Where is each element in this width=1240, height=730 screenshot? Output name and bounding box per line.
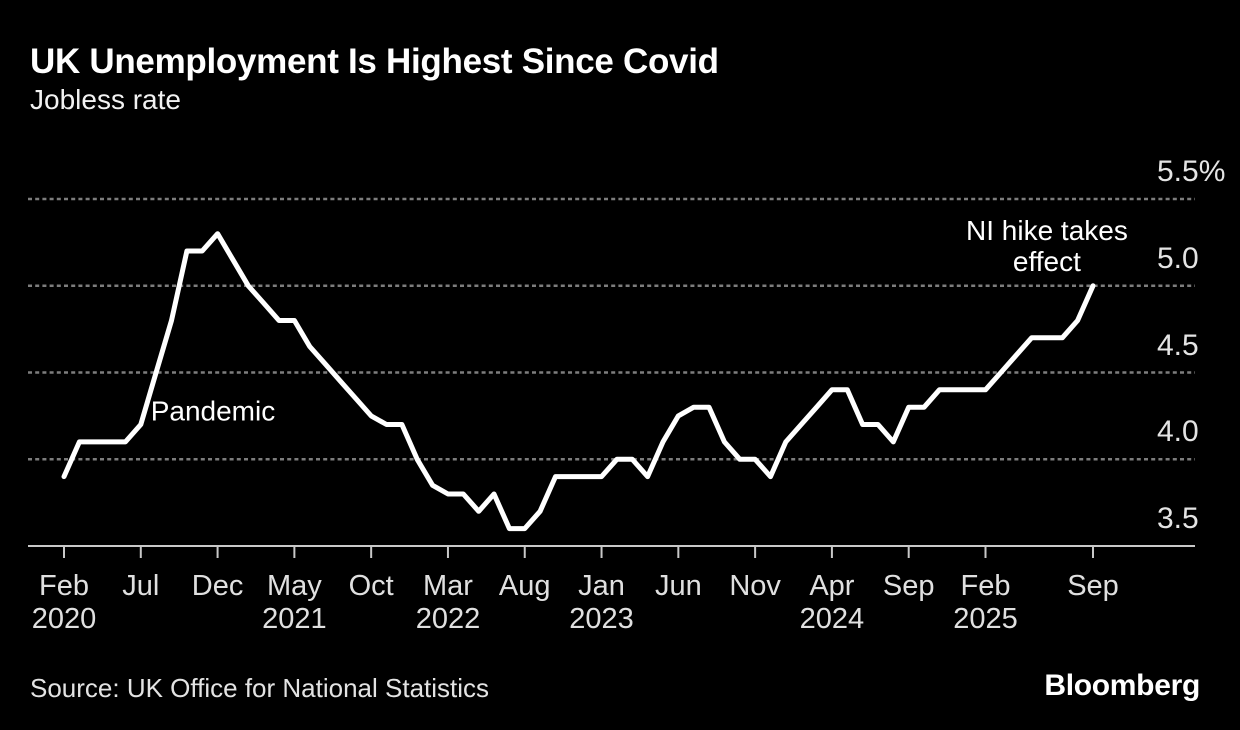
chart-title: UK Unemployment Is Highest Since Covid <box>30 42 719 81</box>
jobless-rate-series-line <box>61 231 1096 532</box>
source-note: Source: UK Office for National Statistic… <box>30 673 490 703</box>
bloomberg-logo: Bloomberg <box>1044 669 1200 702</box>
chart-subtitle: Jobless rate <box>30 84 181 115</box>
